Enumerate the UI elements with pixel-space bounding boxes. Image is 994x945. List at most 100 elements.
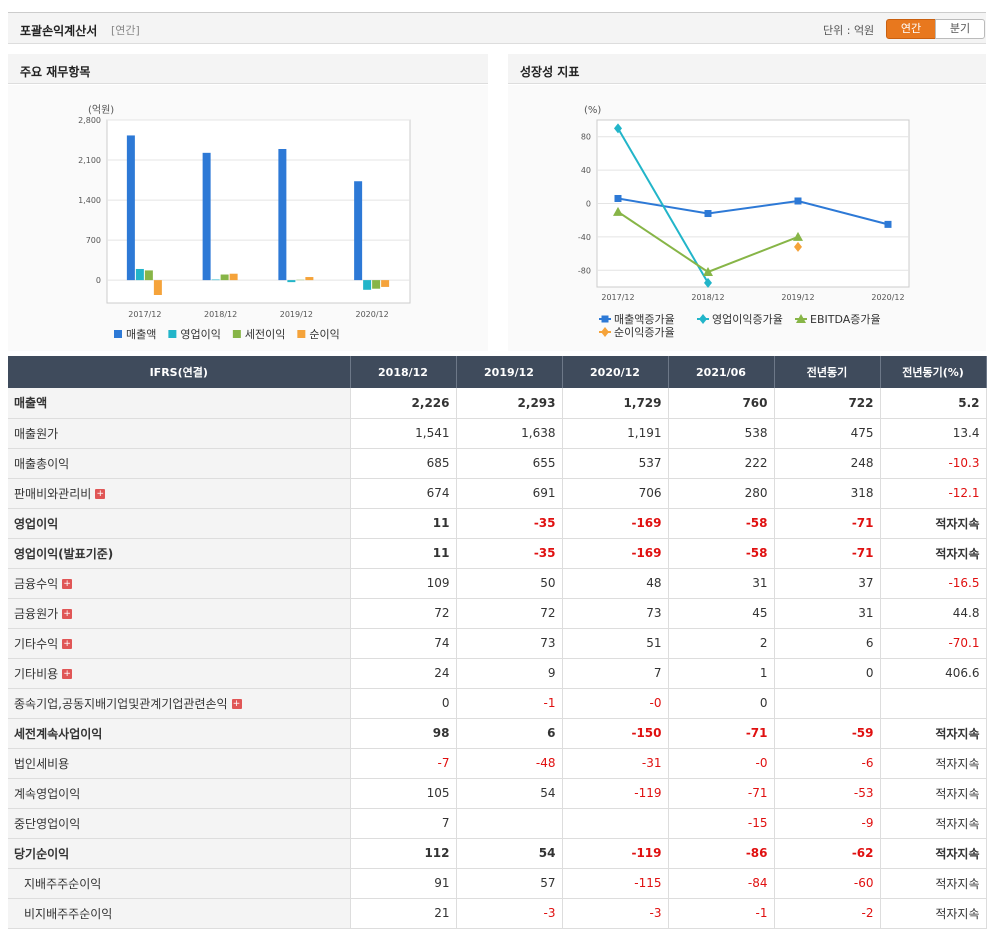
income-statement-table: IFRS(연결) 2018/12 2019/12 2020/12 2021/06 전년동기… [8,356,987,929]
row-label: 기타비용 [14,666,59,681]
value-cell: 적자지속 [880,748,987,779]
bar-세전이익 [144,270,153,281]
y-tick-label: 700 [86,236,101,245]
table-row: 종속기업,공동지배기업및관계기업관련손익 +0 -1 -0 0 [8,688,987,719]
y-tick-label: 2,100 [78,156,101,165]
legend-label: 세전이익 [245,328,285,341]
value-cell: 2,226 [350,388,457,419]
value-cell: 7 [562,658,669,689]
table-row: 영업이익 11 -35 -169 -58 -71 적자지속 [8,508,987,539]
value-cell: -115 [562,868,669,899]
value-cell: -71 [668,718,775,749]
row-label-cell: 기타비용 + [8,658,351,689]
value-cell: 222 [668,448,775,479]
value-cell: -70.1 [880,628,987,659]
expand-icon[interactable]: + [62,639,73,649]
value-cell: 37 [774,568,881,599]
expand-icon[interactable]: + [231,699,242,709]
key-items-bar-chart: (억원)2,800 2,100 1,400 700 0 2017/12 2018/12 201… [78,104,411,341]
expand-icon[interactable]: + [62,669,73,679]
value-cell [880,688,987,719]
point-EBITDA증가율 [793,231,803,241]
y-tick-label: 0 [96,276,101,285]
bar-순이익 [153,280,162,295]
row-label: 기타수익 [14,636,59,651]
y-axis-unit: (억원) [88,104,114,116]
value-cell: 674 [350,478,457,509]
value-cell: 73 [456,628,563,659]
value-cell: 적자지속 [880,778,987,809]
row-label-cell: 중단영업이익 [8,808,351,839]
legend-label: 순이익 [309,328,339,341]
row-label: 종속기업,공동지배기업및관계기업관련손익 [14,696,228,711]
x-tick-label: 2017/12 [601,293,634,302]
statement-header: 포괄손익계산서 [연간] 단위 : 억원 연간 분기 [8,12,986,44]
value-cell: 적자지속 [880,538,987,569]
row-label: 매출액 [14,396,48,411]
expand-icon[interactable]: + [95,489,106,499]
legend-label: 영업이익증가율 [712,313,783,326]
bar-매출액 [126,135,135,281]
row-label: 매출원가 [14,426,59,441]
value-cell: 13.4 [880,418,987,449]
value-cell: -150 [562,718,669,749]
point-순이익증가율 [601,327,609,337]
point-매출액증가율 [614,194,622,202]
x-tick-label: 2018/12 [204,310,237,319]
row-label: 중단영업이익 [14,816,81,831]
quarter-toggle-button[interactable]: 분기 [935,19,985,39]
point-순이익증가율 [794,241,802,252]
value-cell: -53 [774,778,881,809]
table-row: 금융수익 +109 50 48 31 37 -16.5 [8,568,987,599]
value-cell: 537 [562,448,669,479]
value-cell: 248 [774,448,881,479]
bar-매출액 [354,181,363,281]
value-cell: 73 [562,598,669,629]
value-cell: 0 [350,688,457,719]
value-cell: 0 [668,688,775,719]
value-cell [562,808,669,839]
row-label: 법인세비용 [14,756,70,771]
value-cell: 54 [456,838,563,869]
value-cell: 44.8 [880,598,987,629]
column-header: 2019/12 [456,356,563,388]
value-cell: 적자지속 [880,808,987,839]
table-row: 세전계속사업이익 98 6 -150 -71 -59 적자지속 [8,718,987,749]
point-영업이익증가율 [704,277,712,288]
value-cell: 48 [562,568,669,599]
table-row: 판매비와관리비 +674 691 706 280 318 -12.1 [8,478,987,509]
value-cell: -0 [562,688,669,719]
row-label: 지배주주순이익 [24,876,102,891]
value-cell: -12.1 [880,478,987,509]
bar-세전이익 [372,280,381,289]
key-items-chart-panel: (억원) 2,800 2,100 1,400 700 0 2017/12 2018/12 201… [8,85,488,351]
row-label: 금융수익 [14,576,59,591]
value-cell: 406.6 [880,658,987,689]
row-label-cell: 금융원가 + [8,598,351,629]
value-cell: 98 [350,718,457,749]
value-cell: -16.5 [880,568,987,599]
x-tick-label: 2020/12 [871,293,904,302]
expand-icon[interactable]: + [62,579,73,589]
value-cell: -60 [774,868,881,899]
value-cell: -48 [456,748,563,779]
row-label-cell: 기타수익 + [8,628,351,659]
expand-icon[interactable]: + [62,609,73,619]
x-tick-label: 2019/12 [781,293,814,302]
annual-toggle-button[interactable]: 연간 [886,19,936,39]
table-row: 지배주주순이익 91 57 -115 -84 -60 적자지속 [8,868,987,899]
bar-세전이익 [220,274,229,281]
row-label-cell: 세전계속사업이익 [8,718,351,749]
value-cell: -71 [668,778,775,809]
value-cell: 1,638 [456,418,563,449]
table-row: 매출총이익 685 655 537 222 248 -10.3 [8,448,987,479]
value-cell: 9 [456,658,563,689]
value-cell: -35 [456,538,563,569]
value-cell: 45 [668,598,775,629]
value-cell: 280 [668,478,775,509]
bar-순이익 [381,280,390,287]
statement-title: 포괄손익계산서 [20,24,98,38]
legend-swatch [232,330,241,338]
value-cell: 655 [456,448,563,479]
column-header: 전년동기(%) [880,356,987,388]
